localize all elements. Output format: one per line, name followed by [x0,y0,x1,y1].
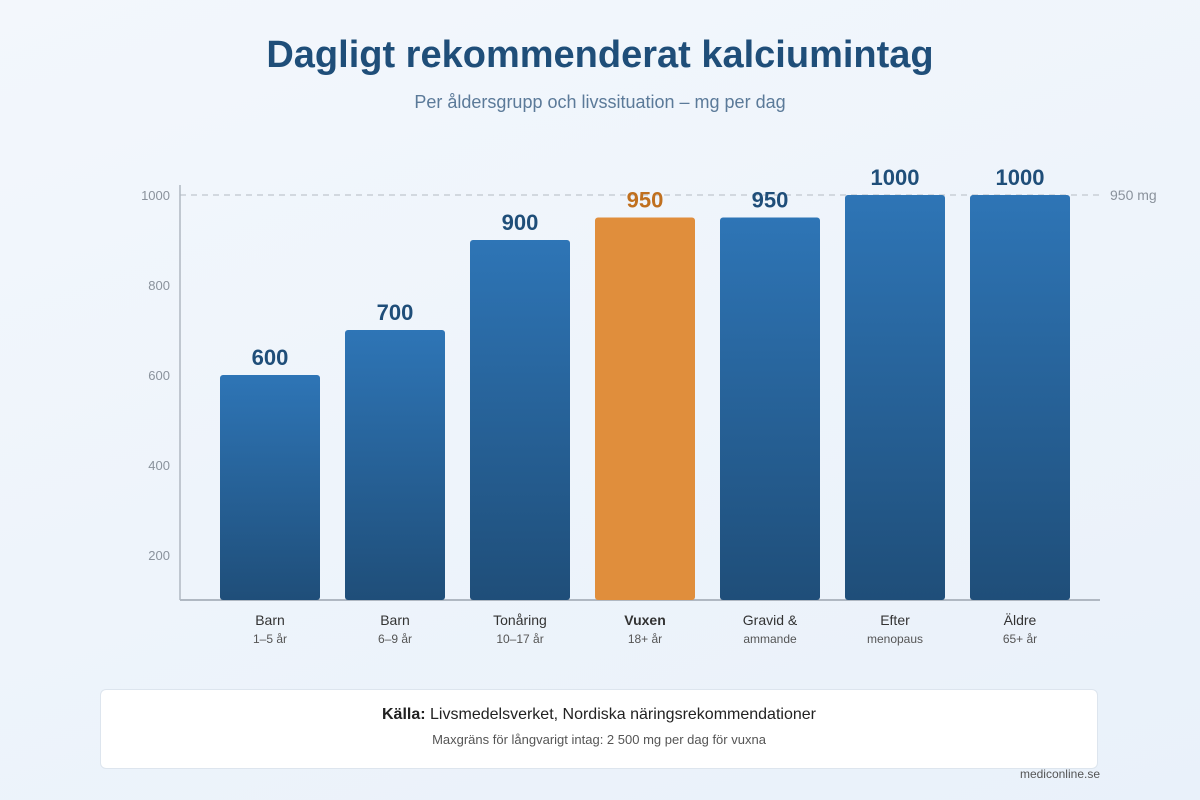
y-tick-label: 800 [148,278,170,293]
x-tick-sublabel: 1–5 år [253,632,287,646]
bar-value-label: 950 [752,188,789,213]
source-label: Källa: [382,706,426,723]
source-note: Maxgräns för långvarigt intag: 2 500 mg … [432,732,766,747]
x-tick-label: Vuxen [624,612,666,628]
bar-value-label: 1000 [871,165,920,190]
y-tick-label: 400 [148,458,170,473]
x-tick-label: Gravid & [743,612,798,628]
y-tick-label: 1000 [141,188,170,203]
bar [970,195,1070,600]
bar-value-label: 600 [252,345,289,370]
x-tick-sublabel: ammande [743,632,797,646]
chart-subtitle: Per åldersgrupp och livssituation – mg p… [414,92,786,112]
source-line: Källa: Livsmedelsverket, Nordiska näring… [101,706,1097,724]
bar-value-label: 700 [377,300,414,325]
x-tick-label: Barn [255,612,285,628]
y-tick-label: 200 [148,548,170,563]
source-text: Livsmedelsverket, Nordiska näringsrekomm… [430,706,816,723]
bar [595,217,695,600]
x-tick-sublabel: 6–9 år [378,632,412,646]
x-tick-sublabel: 65+ år [1003,632,1037,646]
bar-chart: 950 mg 200 400 600 800 1000 600 Barn 1–5 år 700… [141,165,1157,646]
site-watermark: mediconline.se [1019,767,1100,781]
bar [470,240,570,600]
bar [220,375,320,600]
x-tick-sublabel: 18+ år [628,632,662,646]
bar-value-label: 900 [502,210,539,235]
x-tick-sublabel: 10–17 år [496,632,543,646]
y-tick-label: 600 [148,368,170,383]
bar [845,195,945,600]
x-tick-sublabel: menopaus [867,632,923,646]
x-tick-label: Tonåring [493,612,547,628]
source-box: Källa: Livsmedelsverket, Nordiska näring… [100,689,1098,769]
chart-title: Dagligt rekommenderat kalciumintag [266,34,934,76]
bar-value-label: 1000 [996,165,1045,190]
x-tick-label: Barn [380,612,410,628]
reference-line-label: 950 mg [1110,187,1157,203]
bar [720,217,820,600]
x-tick-label: Äldre [1004,612,1037,628]
bar [345,330,445,600]
x-tick-label: Efter [880,612,910,628]
bar-value-label: 950 [627,188,664,213]
